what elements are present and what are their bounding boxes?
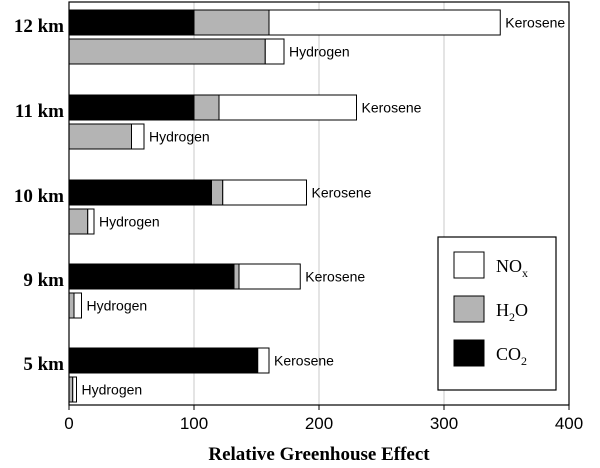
x-tick-label: 200 [305, 414, 333, 433]
bar-segment-h2o [233, 263, 240, 290]
bar-segment-nox [222, 179, 307, 206]
bar-segment-co2 [68, 9, 195, 36]
bars: Kerosene Hydrogen Kerosene Hydrogen Kerosene… [68, 9, 565, 403]
altitude-labels: 12 km 11 km 10 km 9 km 5 km [14, 16, 64, 375]
bar-segment-h2o [68, 123, 132, 150]
altitude-label: 10 km [14, 186, 64, 207]
altitude-label: 12 km [14, 16, 64, 37]
bar-label: Kerosene [312, 185, 372, 201]
altitude-label: 5 km [23, 354, 64, 375]
legend-label: H2O [496, 300, 528, 324]
bar-label: Kerosene [362, 100, 422, 116]
bar-segment-nox [257, 347, 270, 374]
legend-swatch [453, 295, 485, 323]
bar-segment-nox [131, 123, 145, 150]
bar-segment-nox [218, 94, 357, 121]
legend-swatch [453, 339, 485, 367]
bar-label: Kerosene [305, 269, 365, 285]
bar-segment-nox [87, 208, 95, 235]
legend: NOx H2O CO2 [437, 236, 557, 391]
bar-segment-nox [72, 376, 77, 403]
bar-label: Hydrogen [289, 44, 350, 60]
x-axis-ticks: 0 100 200 300 400 [64, 405, 583, 433]
bar-label: Hydrogen [99, 214, 160, 230]
bar-segment-h2o [193, 9, 270, 36]
bar-label: Hydrogen [87, 298, 148, 314]
x-tick-label: 0 [64, 414, 73, 433]
x-tick-label: 400 [555, 414, 583, 433]
x-tick-label: 100 [180, 414, 208, 433]
bar-segment-h2o [68, 38, 266, 65]
bar-segment-nox [238, 263, 301, 290]
altitude-label: 9 km [23, 270, 64, 291]
bar-label: Hydrogen [82, 382, 143, 398]
x-axis-title: Relative Greenhouse Effect [208, 444, 430, 465]
bar-segment-co2 [68, 347, 259, 374]
bar-segment-h2o [193, 94, 220, 121]
legend-swatch [453, 251, 485, 279]
legend-label: NOx [496, 256, 528, 280]
bar-segment-h2o [68, 292, 75, 319]
altitude-label: 11 km [15, 101, 64, 122]
bar-label: Kerosene [274, 353, 334, 369]
bar-label: Kerosene [505, 15, 565, 31]
bar-segment-co2 [68, 94, 195, 121]
bar-label: Hydrogen [149, 129, 210, 145]
bar-segment-nox [264, 38, 285, 65]
x-tick-label: 300 [430, 414, 458, 433]
bar-segment-co2 [68, 179, 212, 206]
bar-segment-h2o [68, 208, 89, 235]
bar-segment-nox [73, 292, 82, 319]
bar-segment-nox [268, 9, 501, 36]
legend-label: CO2 [496, 344, 527, 368]
bar-segment-co2 [68, 263, 235, 290]
bar-segment-h2o [211, 179, 224, 206]
